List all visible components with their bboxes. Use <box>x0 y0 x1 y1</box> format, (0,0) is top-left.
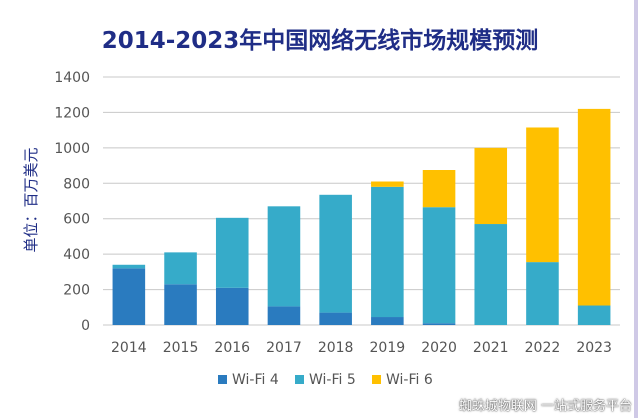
bar-wi-fi-6-2021 <box>474 147 508 225</box>
bar-wi-fi-4-2015 <box>164 284 197 325</box>
watermark: 蜘蛛城物联网 一站式服务平台 <box>458 399 632 414</box>
x-tick-label: 2019 <box>370 340 406 356</box>
bar-wi-fi-6-2019 <box>371 181 404 187</box>
bar-wi-fi-4-2018 <box>319 312 352 325</box>
x-tick-label: 2017 <box>266 340 302 356</box>
x-tick-label: 2022 <box>525 340 561 356</box>
x-tick-label: 2016 <box>214 340 250 356</box>
bar-wi-fi-5-2022 <box>526 262 559 325</box>
bar-wi-fi-5-2018 <box>319 194 352 313</box>
x-tick-label: 2015 <box>163 340 199 356</box>
x-tick-label: 2014 <box>111 340 147 356</box>
legend-swatch <box>295 375 304 384</box>
y-tick-label: 1400 <box>54 70 90 86</box>
bar-wi-fi-5-2016 <box>215 217 249 288</box>
bar-wi-fi-4-2014 <box>112 268 146 325</box>
y-tick-label: 600 <box>63 212 90 228</box>
bar-wi-fi-5-2017 <box>267 206 301 307</box>
bar-wi-fi-5-2020 <box>422 207 456 324</box>
bar-wi-fi-5-2015 <box>164 252 197 285</box>
y-tick-label: 200 <box>63 283 90 299</box>
bar-wi-fi-6-2022 <box>526 127 559 263</box>
bar-wi-fi-4-2020 <box>422 323 456 325</box>
bar-wi-fi-4-2016 <box>215 287 249 325</box>
legend-label: Wi-Fi 4 <box>232 372 279 388</box>
bar-wi-fi-4-2019 <box>371 317 404 325</box>
legend-swatch <box>218 375 227 384</box>
legend-label: Wi-Fi 5 <box>309 372 356 388</box>
chart-title: 2014-2023年中国网络无线市场规模预测 <box>102 27 539 54</box>
bar-wi-fi-5-2014 <box>112 264 146 269</box>
bar-wi-fi-5-2023 <box>577 305 611 325</box>
y-tick-label: 800 <box>63 176 90 192</box>
bar-wi-fi-6-2023 <box>577 108 611 306</box>
bar-wi-fi-6-2020 <box>422 170 456 208</box>
y-tick-label: 1200 <box>54 105 90 121</box>
y-axis-label: 单位：百万美元 <box>22 147 40 252</box>
x-tick-label: 2021 <box>473 340 509 356</box>
bar-wi-fi-5-2019 <box>371 186 404 318</box>
x-tick-label: 2018 <box>318 340 354 356</box>
bar-wi-fi-5-2021 <box>474 224 508 325</box>
bar-wi-fi-4-2017 <box>267 306 301 325</box>
y-tick-label: 400 <box>63 247 90 263</box>
legend-swatch <box>372 375 381 384</box>
x-tick-label: 2020 <box>421 340 457 356</box>
x-tick-label: 2023 <box>576 340 612 356</box>
frame-border <box>634 0 638 418</box>
y-tick-label: 1000 <box>54 141 90 157</box>
y-tick-label: 0 <box>81 318 90 334</box>
legend-label: Wi-Fi 6 <box>386 372 433 388</box>
